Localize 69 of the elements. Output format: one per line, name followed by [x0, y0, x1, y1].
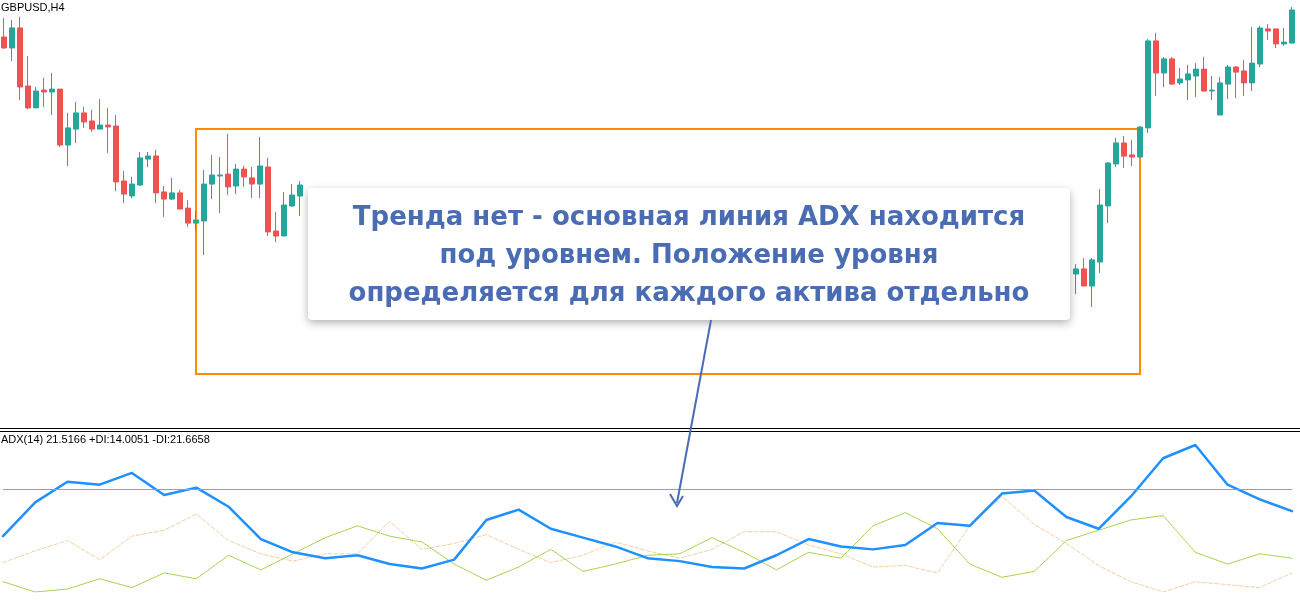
- candlestick: [57, 88, 63, 148]
- candlestick: [121, 170, 127, 204]
- candlestick: [65, 112, 71, 167]
- candlestick: [1145, 38, 1151, 134]
- candlestick: [1161, 56, 1167, 88]
- candlestick: [1137, 125, 1143, 158]
- candlestick: [1129, 139, 1135, 167]
- candlestick: [289, 183, 295, 208]
- candlestick: [41, 77, 47, 108]
- candlestick: [209, 154, 215, 200]
- candlestick: [233, 163, 239, 195]
- text: Тренда нет - основная линия ADX находится под уровнем. Положение уровня определяется для каждого актива отдельно: [308, 188, 1070, 320]
- candlestick: [1249, 26, 1255, 92]
- candlestick: [89, 109, 95, 133]
- candlestick: [33, 86, 39, 109]
- candlestick: [145, 151, 151, 168]
- candlestick: [241, 165, 247, 188]
- candlestick: [1, 17, 7, 50]
- candlestick: [1265, 23, 1271, 41]
- chart-title: ADX(14) 21.5166 +DI:14.0051 -DI:21.6658: [1, 433, 210, 445]
- chart-title: GBPUSD,H4: [1, 1, 65, 13]
- candlestick: [1193, 62, 1199, 98]
- candlestick: [265, 157, 271, 237]
- candlestick: [193, 210, 199, 231]
- candlestick: [9, 19, 15, 62]
- candlestick: [177, 189, 183, 210]
- candlestick: [1241, 59, 1247, 97]
- candlestick: [297, 180, 303, 217]
- candlestick: [161, 185, 167, 218]
- candlestick: [1233, 65, 1239, 99]
- candlestick: [273, 211, 279, 243]
- candlestick: [1185, 64, 1191, 101]
- candlestick: [1105, 161, 1111, 224]
- candlestick: [1217, 76, 1223, 116]
- candlestick: [1121, 135, 1127, 169]
- candlestick: [105, 107, 111, 154]
- candlestick: [1273, 28, 1279, 49]
- candlestick: [1257, 25, 1263, 68]
- candlestick: [81, 106, 87, 129]
- candlestick: [1225, 64, 1231, 100]
- candlestick: [1177, 67, 1183, 86]
- candlestick: [169, 177, 175, 201]
- candlestick: [1089, 257, 1095, 308]
- candlestick: [1113, 137, 1119, 168]
- candlestick: [1201, 56, 1207, 93]
- candlestick: [137, 151, 143, 187]
- candlestick: [201, 169, 207, 256]
- candlestick: [217, 156, 223, 214]
- candlestick: [1289, 6, 1295, 45]
- candlestick: [257, 136, 263, 199]
- candlestick: [97, 98, 103, 130]
- candlestick: [153, 149, 159, 204]
- candlestick: [1153, 32, 1159, 97]
- candlestick: [1097, 188, 1103, 274]
- candlestick: [129, 176, 135, 199]
- candlestick: [1073, 263, 1079, 295]
- candlestick: [1281, 27, 1287, 47]
- candlestick: [49, 72, 55, 116]
- candlestick: [281, 191, 287, 237]
- candlestick: [1081, 257, 1087, 287]
- candlestick: [25, 55, 31, 110]
- candlestick: [17, 16, 23, 101]
- candlestick: [113, 114, 119, 192]
- candlestick: [185, 199, 191, 228]
- candlestick: [1209, 75, 1215, 101]
- candlestick: [1169, 56, 1175, 86]
- candlestick: [249, 166, 255, 199]
- candlestick: [73, 101, 79, 144]
- candlestick: [225, 133, 231, 196]
